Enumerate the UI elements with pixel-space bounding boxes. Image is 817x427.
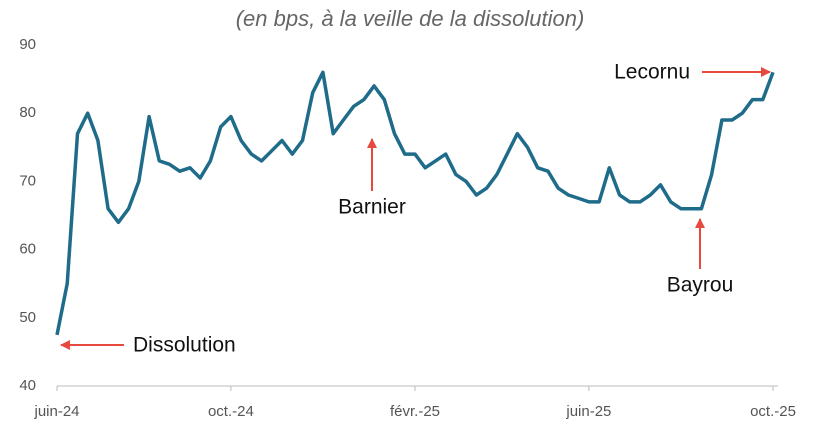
annotation: Dissolution	[133, 334, 236, 357]
y-tick-label: 70	[19, 172, 36, 189]
x-tick-label: oct.-24	[208, 403, 254, 420]
x-tick-label: juin-24	[33, 403, 79, 420]
x-tick-label: oct.-25	[750, 403, 796, 420]
y-tick-label: 90	[19, 36, 36, 53]
data-line	[55, 70, 775, 336]
x-tick-label: juin-25	[565, 403, 611, 420]
chart-subtitle: (en bps, à la veille de la dissolution)	[236, 6, 585, 31]
annotation: Barnier	[338, 196, 406, 219]
y-tick-label: 80	[19, 104, 36, 121]
y-tick-label: 50	[19, 309, 36, 326]
x-tick-label: févr.-25	[390, 403, 440, 420]
annotation-arrows	[60, 67, 771, 350]
annotation: Lecornu	[614, 61, 690, 84]
y-tick-label: 40	[19, 377, 36, 394]
annotation: Bayrou	[667, 274, 734, 297]
y-tick-label: 60	[19, 241, 36, 258]
